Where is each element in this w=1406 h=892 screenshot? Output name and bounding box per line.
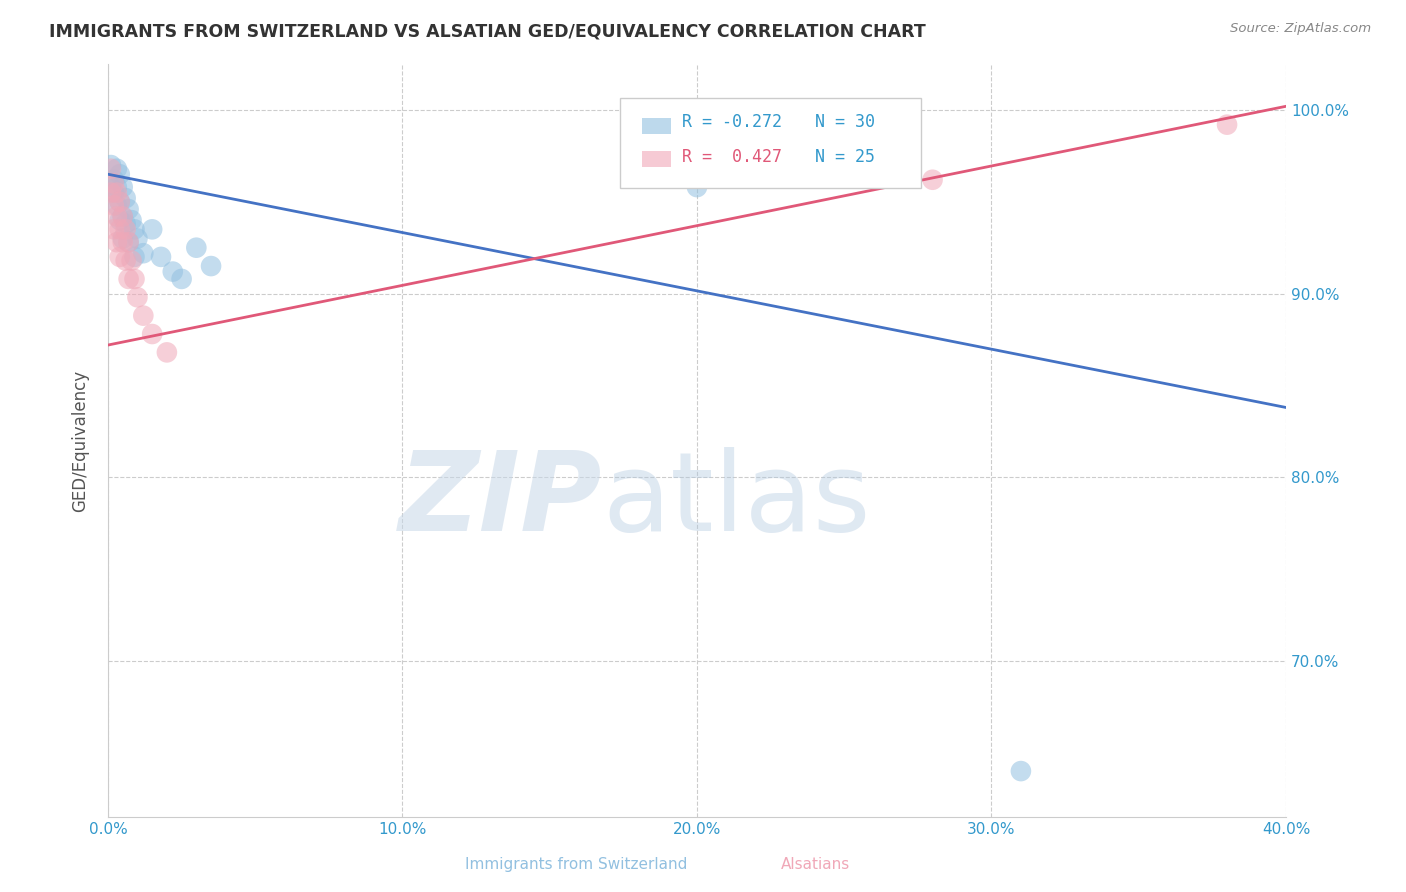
Point (103, 177, 125, 191)
Text: Immigrants from Switzerland: Immigrants from Switzerland (465, 857, 688, 872)
Text: R = -0.272: R = -0.272 (682, 113, 782, 131)
Point (111, 210, 134, 224)
Text: atlas: atlas (603, 447, 872, 554)
Point (117, 202, 139, 216)
FancyBboxPatch shape (641, 118, 671, 134)
Point (100, 158, 122, 172)
Point (105, 161, 128, 176)
Text: Alsatians: Alsatians (780, 857, 851, 872)
Point (132, 246, 155, 260)
Point (103, 173, 125, 187)
Point (103, 222, 125, 236)
Text: ZIP: ZIP (399, 447, 603, 554)
Point (103, 198, 125, 212)
Point (108, 194, 131, 209)
FancyBboxPatch shape (641, 151, 671, 167)
Text: N = 30: N = 30 (814, 113, 875, 131)
Point (105, 235, 128, 250)
Point (124, 272, 146, 286)
Text: N = 25: N = 25 (814, 148, 875, 166)
Point (105, 186, 128, 200)
Point (1010, 764, 1032, 778)
Text: IMMIGRANTS FROM SWITZERLAND VS ALSATIAN GED/EQUIVALENCY CORRELATION CHART: IMMIGRANTS FROM SWITZERLAND VS ALSATIAN … (49, 22, 927, 40)
Point (103, 186, 125, 200)
Point (100, 161, 122, 176)
Point (108, 213, 131, 227)
Point (111, 180, 134, 194)
Point (124, 250, 146, 264)
Point (156, 345, 179, 359)
Point (105, 210, 128, 224)
Text: Source: ZipAtlas.com: Source: ZipAtlas.com (1230, 22, 1371, 36)
Text: R =  0.427: R = 0.427 (682, 148, 782, 166)
Point (117, 235, 139, 250)
Point (141, 222, 163, 236)
Point (686, 180, 709, 194)
Point (108, 194, 131, 209)
Point (105, 198, 128, 212)
Point (117, 235, 139, 250)
Point (100, 180, 122, 194)
Point (108, 222, 131, 236)
Point (108, 250, 131, 264)
Point (111, 231, 134, 245)
Point (170, 272, 193, 286)
Point (117, 272, 139, 286)
Point (114, 191, 136, 205)
Point (127, 231, 149, 245)
Point (200, 259, 222, 273)
Point (111, 235, 134, 250)
Point (150, 250, 173, 264)
Point (127, 290, 149, 304)
Point (105, 180, 128, 194)
Point (121, 253, 143, 268)
Point (141, 326, 163, 341)
Point (114, 222, 136, 236)
Point (114, 253, 136, 268)
Point (111, 210, 134, 224)
Point (186, 241, 208, 255)
Y-axis label: GED/Equivalency: GED/Equivalency (72, 369, 89, 512)
FancyBboxPatch shape (620, 98, 921, 188)
Point (132, 309, 155, 323)
Point (921, 173, 943, 187)
Point (108, 167, 131, 181)
Point (124, 222, 146, 236)
Point (121, 213, 143, 227)
Point (114, 217, 136, 231)
Point (162, 264, 184, 278)
Point (1216, 118, 1239, 132)
Point (100, 186, 122, 200)
